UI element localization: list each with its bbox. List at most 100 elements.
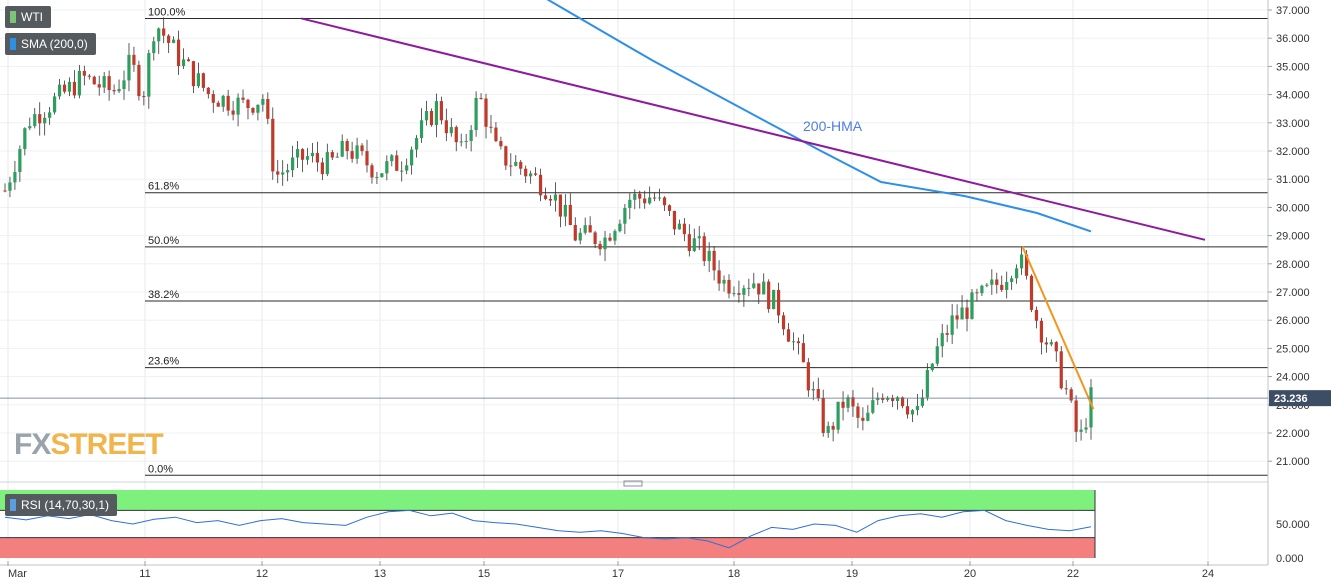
candle-down xyxy=(712,250,716,271)
candle-down xyxy=(905,406,910,415)
rsi-oversold-zone xyxy=(0,537,1095,558)
candle-down xyxy=(504,146,508,166)
candle-up xyxy=(1079,429,1083,432)
current-price-tag xyxy=(1269,390,1331,407)
candle-up xyxy=(291,157,295,171)
candle-down xyxy=(568,204,572,226)
current-price-label: 23.236 xyxy=(1274,393,1308,405)
candle-up xyxy=(970,292,974,319)
candle-down xyxy=(667,205,672,211)
time-tick-label: 11 xyxy=(139,568,150,580)
candle-up xyxy=(281,172,285,175)
candle-down xyxy=(330,152,334,158)
candle-down xyxy=(702,236,706,262)
symbol-badge[interactable]: WTI xyxy=(5,6,51,28)
rsi-badge[interactable]: RSI (14,70,30,1) xyxy=(5,494,118,516)
candle-up xyxy=(474,97,478,131)
price-tick-label: 28.000 xyxy=(1276,259,1310,271)
candle-up xyxy=(677,223,682,230)
candle-up xyxy=(940,333,944,347)
price-tick-label: 33.000 xyxy=(1276,118,1310,130)
candle-up xyxy=(623,207,627,224)
price-tick-label: 29.000 xyxy=(1276,231,1310,243)
fib-label: 100.0% xyxy=(148,6,186,18)
candle-up xyxy=(583,225,587,233)
candle-down xyxy=(955,315,959,320)
candle-down xyxy=(429,111,434,126)
candle-up xyxy=(1049,342,1053,345)
candle-down xyxy=(206,87,210,95)
candle-up xyxy=(628,199,632,208)
candle-down xyxy=(672,210,677,230)
candle-down xyxy=(781,315,786,330)
candle-down xyxy=(737,293,741,295)
candle-up xyxy=(375,177,379,179)
fib-label: 23.6% xyxy=(148,356,179,368)
candle-down xyxy=(494,127,498,142)
candle-up xyxy=(127,54,131,81)
candle-up xyxy=(866,412,870,421)
candle-down xyxy=(439,101,443,121)
candle-up xyxy=(836,401,840,430)
candle-down xyxy=(276,171,280,175)
candle-up xyxy=(811,389,815,391)
candle-up xyxy=(980,285,984,294)
candle-up xyxy=(33,114,37,127)
candle-up xyxy=(618,223,622,232)
annotations: 200-HMA xyxy=(803,118,863,134)
candle-up xyxy=(985,284,989,286)
candle-up xyxy=(886,398,890,400)
candle-down xyxy=(598,243,602,250)
indicator-badge[interactable]: SMA (200,0) xyxy=(5,33,96,55)
candle-down xyxy=(142,96,146,98)
candle-up xyxy=(1015,268,1019,279)
candle-up xyxy=(152,41,156,54)
candle-down xyxy=(1039,320,1044,343)
candle-up xyxy=(563,204,567,217)
time-tick-label: 19 xyxy=(846,568,858,580)
time-tick-label: 22 xyxy=(1067,568,1079,580)
price-tick-label: 31.000 xyxy=(1276,174,1310,186)
candle-up xyxy=(876,398,880,401)
candle-down xyxy=(1074,400,1078,432)
candle-up xyxy=(464,140,468,142)
candle-up xyxy=(826,425,830,433)
candle-down xyxy=(444,120,448,134)
candle-down xyxy=(226,95,230,111)
rsi-level-label: 0.000 xyxy=(1276,553,1304,565)
candle-up xyxy=(960,307,964,320)
candle-down xyxy=(454,127,458,143)
candle-up xyxy=(762,281,766,295)
candle-up xyxy=(871,400,875,413)
candle-down xyxy=(975,292,979,294)
candle-up xyxy=(325,152,329,175)
candle-down xyxy=(300,149,305,160)
candle-down xyxy=(92,76,96,85)
candle-down xyxy=(856,406,860,418)
fxstreet-watermark: FXSTREET xyxy=(14,428,164,462)
candle-down xyxy=(588,225,592,233)
candle-down xyxy=(38,114,42,124)
candle-down xyxy=(176,39,181,67)
candlesticks xyxy=(3,17,1093,443)
candle-down xyxy=(489,126,493,128)
candle-up xyxy=(707,250,711,262)
price-tick-label: 24.000 xyxy=(1276,372,1310,384)
candle-down xyxy=(191,61,196,87)
candle-up xyxy=(1019,254,1024,269)
pane-resize-handle xyxy=(623,480,643,487)
candle-down xyxy=(107,76,111,91)
candle-up xyxy=(8,182,12,191)
candle-up xyxy=(380,173,384,178)
candle-up xyxy=(791,341,796,343)
candle-up xyxy=(732,293,736,295)
candle-down xyxy=(757,283,761,295)
candle-down xyxy=(891,398,895,401)
candle-down xyxy=(82,70,86,76)
candle-up xyxy=(117,88,121,92)
candle-down xyxy=(662,197,667,206)
candle-down xyxy=(112,90,116,92)
candle-down xyxy=(137,64,141,97)
